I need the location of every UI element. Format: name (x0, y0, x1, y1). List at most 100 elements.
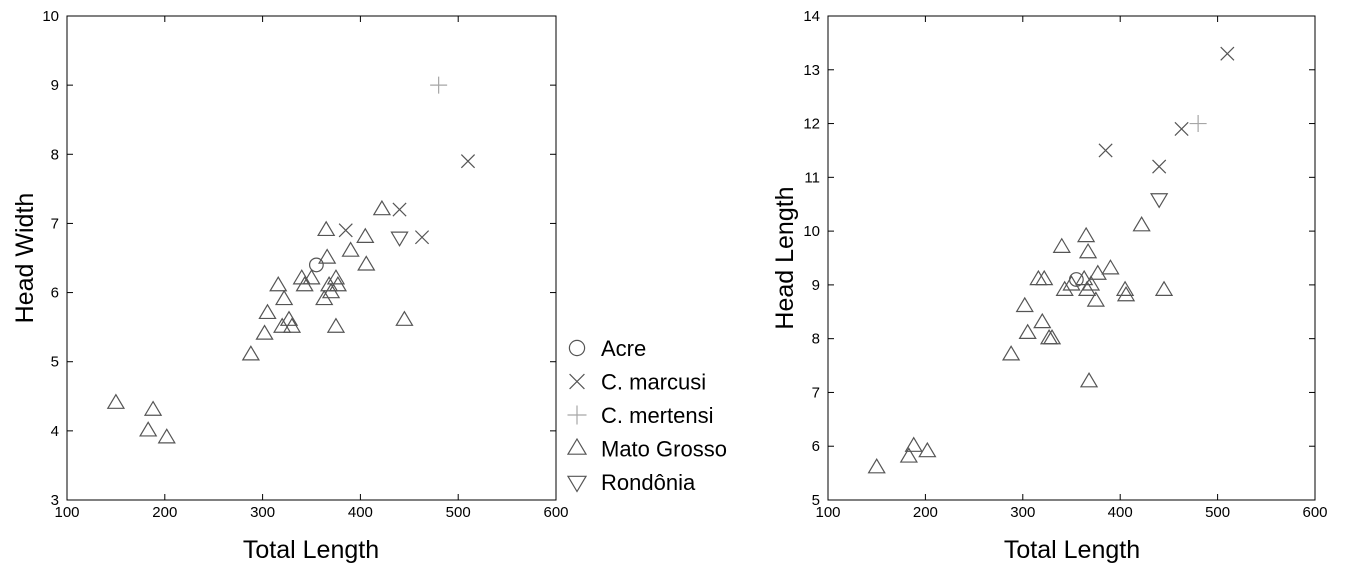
scatter-panel-1: 100 200 300 400 500 600 3 4 5 6 7 8 9 10 Total Length H… (11, 8, 569, 564)
legend-label: C. marcusi (601, 370, 706, 395)
plot-frame (827, 15, 1316, 501)
series-Acre (308, 257, 324, 273)
data-point (143, 400, 163, 416)
y-axis-title: Head Length (771, 186, 799, 329)
x-tick-label: 600 (543, 504, 568, 521)
legend-marker (568, 339, 586, 357)
data-point (356, 227, 375, 243)
x-tick-label: 500 (1205, 504, 1230, 521)
data-point (1152, 159, 1167, 174)
data-point (1116, 285, 1136, 302)
data-point (282, 317, 302, 333)
y-tick-label: 4 (51, 423, 59, 440)
y-tick-label: 7 (812, 384, 820, 401)
data-point (1174, 121, 1189, 136)
y-axis-title: Head Width (11, 193, 39, 324)
data-point (1086, 291, 1105, 307)
data-point (302, 269, 321, 285)
x-tick-label: 300 (1010, 504, 1035, 521)
series-Rondônia (1150, 193, 1169, 209)
data-point (1075, 269, 1094, 286)
x-tick-label: 100 (54, 504, 79, 521)
y-tick-label: 9 (51, 77, 59, 94)
data-point (372, 199, 392, 216)
legend-label: Acre (601, 336, 646, 361)
series-C. marcusi (1098, 46, 1235, 174)
legend-label: Mato Grosso (601, 437, 727, 462)
data-point (1088, 264, 1107, 280)
data-point (1098, 143, 1113, 158)
data-point (1042, 328, 1062, 345)
data-point (1076, 226, 1096, 243)
data-point (258, 303, 277, 320)
data-point (1189, 115, 1207, 133)
y-tick-label: 8 (51, 146, 59, 163)
data-point (899, 447, 918, 463)
data-point (241, 345, 260, 361)
y-tick-label: 8 (812, 331, 820, 348)
data-point (317, 220, 336, 237)
y-tick-label: 7 (51, 215, 59, 232)
data-point (1062, 275, 1081, 291)
y-tick-label: 5 (51, 354, 59, 371)
legend-marker (566, 437, 588, 455)
scatter-panel-2: 100 200 300 400 500 600 5 6 7 8 9 10 11 12 13 14 Total L… (771, 8, 1328, 564)
data-point (390, 231, 409, 247)
data-point (1101, 259, 1120, 275)
y-tick-label: 10 (42, 8, 59, 25)
legend-marker (567, 405, 587, 425)
legend-item: Acre (568, 336, 646, 361)
y-tick-label: 3 (51, 492, 59, 509)
data-point (157, 428, 176, 444)
data-point (139, 421, 158, 437)
data-point (392, 202, 407, 217)
data-point (1039, 328, 1059, 345)
series-C. mertensi (430, 76, 448, 94)
data-point (341, 241, 360, 257)
y-tick-label: 12 (803, 116, 820, 133)
x-tick-label: 400 (348, 504, 373, 521)
y-tick-label: 13 (803, 62, 820, 79)
data-point (1081, 275, 1101, 291)
data-point (326, 317, 346, 333)
legend: Acre C. marcusi C. mertensi Mato Grosso Rond… (566, 336, 727, 495)
data-point (1033, 312, 1052, 329)
data-point (357, 255, 376, 271)
data-point (328, 275, 348, 292)
data-point (279, 310, 299, 326)
data-point (1132, 216, 1151, 232)
data-point (1035, 269, 1054, 286)
data-point (867, 458, 886, 474)
x-axis-title: Total Length (1004, 536, 1140, 564)
data-point (414, 230, 430, 245)
y-tick-label: 6 (51, 285, 59, 302)
y-tick-label: 6 (812, 438, 820, 455)
data-point (292, 269, 311, 285)
data-point (1150, 193, 1169, 209)
legend-label: Rondônia (601, 470, 696, 495)
series-Mato Grosso (106, 199, 414, 444)
data-point (308, 257, 324, 273)
legend-marker (569, 373, 585, 390)
x-tick-label: 400 (1108, 504, 1133, 521)
y-tick-label: 11 (804, 169, 820, 186)
x-tick-label: 200 (913, 504, 938, 521)
data-point (1001, 345, 1021, 361)
legend-label: C. mertensi (601, 403, 713, 428)
y-tick-label: 5 (812, 492, 820, 509)
x-tick-label: 600 (1302, 504, 1327, 521)
data-point (106, 393, 126, 409)
legend-item: Mato Grosso (566, 437, 727, 462)
data-point (269, 275, 288, 292)
data-point (1052, 237, 1071, 253)
data-point (274, 289, 294, 306)
x-tick-label: 100 (815, 504, 840, 521)
data-point (1154, 280, 1174, 296)
series-C. mertensi (1189, 115, 1207, 133)
data-point (904, 436, 923, 452)
series-Mato Grosso (867, 216, 1174, 474)
x-tick-label: 200 (152, 504, 177, 521)
data-point (460, 154, 476, 169)
data-point (395, 310, 414, 326)
data-point (1029, 269, 1048, 286)
